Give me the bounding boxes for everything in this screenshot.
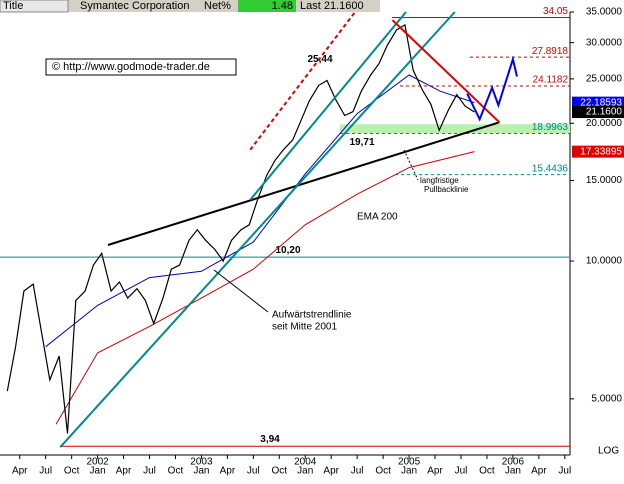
x-tick-label: Apr bbox=[116, 466, 132, 477]
x-tick-label: Oct bbox=[375, 466, 391, 477]
support-band bbox=[340, 124, 570, 134]
pointer bbox=[213, 269, 269, 313]
trendline bbox=[59, 11, 456, 448]
x-tick-label: Apr bbox=[220, 466, 236, 477]
header-net-label: Net% bbox=[204, 0, 231, 12]
x-tick-label: Jul bbox=[455, 466, 468, 477]
trendline bbox=[107, 121, 500, 246]
watermark: © http://www.godmode-trader.de bbox=[52, 61, 210, 73]
annotation: EMA 200 bbox=[357, 212, 398, 223]
moving-average bbox=[55, 151, 475, 425]
x-tick-label: Jan bbox=[505, 466, 521, 477]
header-cell bbox=[0, 0, 69, 13]
annotation: langfristige bbox=[420, 176, 459, 185]
x-tick-label: Jul bbox=[39, 466, 52, 477]
price-tag bbox=[572, 145, 624, 158]
x-tick-label: Jan bbox=[297, 466, 313, 477]
x-tick-label: Jul bbox=[351, 466, 364, 477]
x-tick-label: Oct bbox=[479, 466, 495, 477]
year-label: 2002 bbox=[86, 457, 109, 468]
year-label: 2005 bbox=[398, 457, 421, 468]
level-label: 24.1182 bbox=[533, 75, 569, 86]
level-label: 27.8918 bbox=[532, 46, 569, 57]
x-tick-label: Jan bbox=[90, 466, 106, 477]
header-title-label: Title bbox=[3, 0, 23, 12]
scale-label: LOG bbox=[598, 446, 619, 457]
y-tick-label: 35.0000 bbox=[586, 7, 623, 18]
y-tick-label: 30.0000 bbox=[586, 37, 623, 48]
trendline bbox=[466, 55, 518, 122]
annotation: Aufwärtstrendlinie bbox=[272, 310, 352, 321]
x-tick-label: Oct bbox=[272, 466, 288, 477]
x-tick-label: Jul bbox=[558, 466, 571, 477]
x-tick-label: Jan bbox=[193, 466, 209, 477]
x-tick-label: Jan bbox=[401, 466, 417, 477]
trendline bbox=[391, 19, 501, 124]
trendline bbox=[249, 11, 407, 201]
pointer bbox=[403, 149, 419, 181]
price-tag-label: 21.1600 bbox=[586, 107, 623, 118]
annotation: Pullbacklinie bbox=[424, 185, 469, 194]
year-label: 2004 bbox=[294, 457, 317, 468]
y-tick-label: 20.0000 bbox=[586, 118, 623, 129]
header-last: Last 21.1600 bbox=[300, 0, 364, 12]
x-tick-label: Apr bbox=[12, 466, 28, 477]
header-net-value: 1.48 bbox=[272, 0, 293, 12]
moving-average bbox=[45, 74, 475, 348]
annotation: seit Mitte 2001 bbox=[272, 322, 337, 333]
level-label: 10,20 bbox=[275, 245, 300, 256]
x-tick-label: Apr bbox=[323, 466, 339, 477]
level-label: 34.05 bbox=[543, 6, 568, 17]
y-tick-label: 15.0000 bbox=[586, 175, 623, 186]
annotation: 25,44 bbox=[307, 54, 332, 65]
x-tick-label: Jul bbox=[247, 466, 260, 477]
year-label: 2003 bbox=[190, 457, 213, 468]
price-tag bbox=[572, 96, 624, 109]
price-tag bbox=[572, 106, 624, 119]
level-label: 15.4436 bbox=[532, 163, 569, 174]
y-tick-label: 5.0000 bbox=[591, 394, 622, 405]
year-label: 2006 bbox=[502, 457, 525, 468]
level-label: 3,94 bbox=[260, 434, 280, 445]
x-tick-label: Oct bbox=[64, 466, 80, 477]
x-tick-label: Jul bbox=[143, 466, 156, 477]
x-tick-label: Oct bbox=[168, 466, 184, 477]
watermark-box bbox=[45, 58, 237, 76]
net-box bbox=[238, 0, 296, 12]
y-tick-label: 10.0000 bbox=[586, 256, 623, 267]
price-tag-label: 17.33895 bbox=[580, 146, 622, 157]
price-line bbox=[6, 23, 475, 434]
level-label: 18.9963 bbox=[532, 122, 569, 133]
price-tag-label: 22.18593 bbox=[580, 97, 622, 108]
y-tick-label: 25.0000 bbox=[586, 74, 623, 85]
x-tick-label: Apr bbox=[427, 466, 443, 477]
x-tick-label: Apr bbox=[531, 466, 547, 477]
trendline bbox=[249, 11, 356, 151]
annotation: 19,71 bbox=[349, 137, 374, 148]
header-name: Symantec Corporation bbox=[80, 0, 189, 12]
